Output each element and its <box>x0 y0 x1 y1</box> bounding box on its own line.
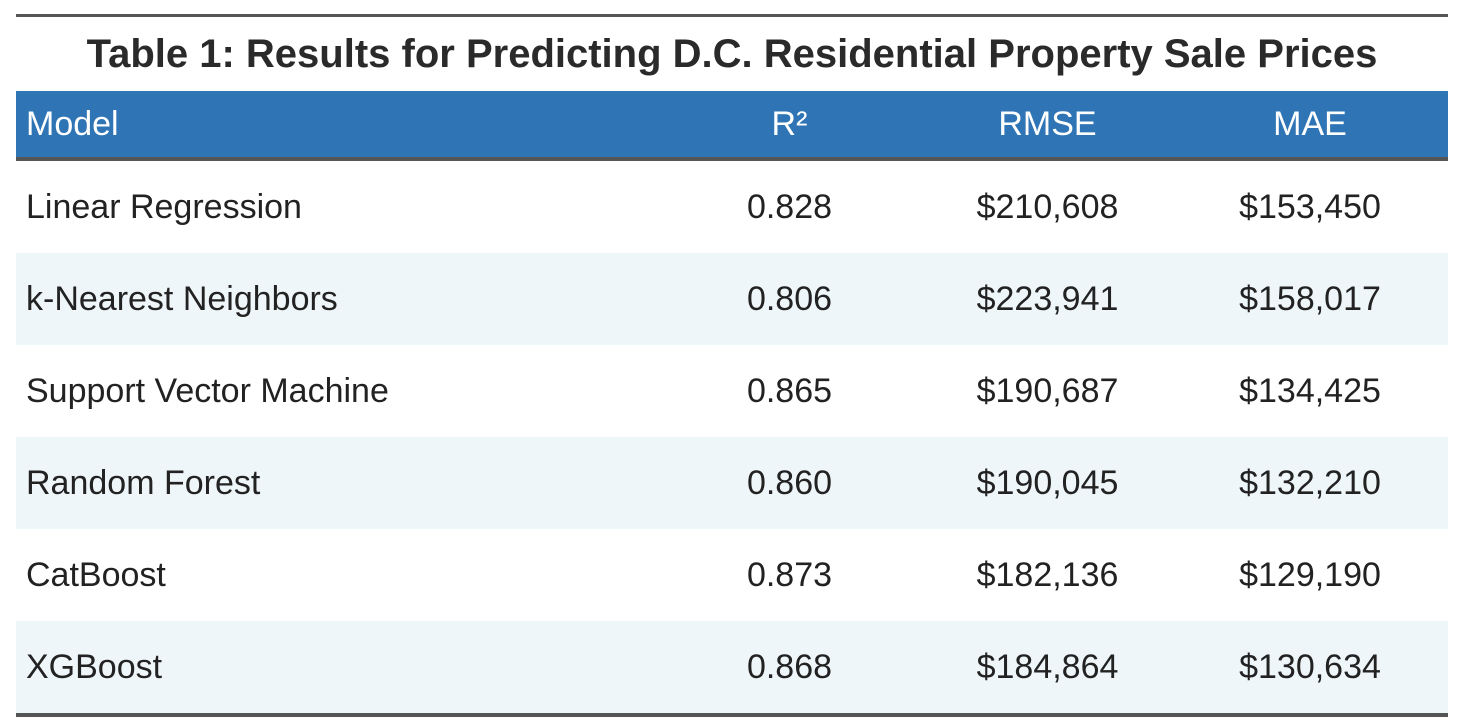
r2-cell: 0.865 <box>746 371 833 410</box>
bottom-rule <box>16 713 1448 717</box>
rmse-cell: $190,045 <box>976 463 1119 502</box>
mae-cell: $153,450 <box>1239 187 1381 226</box>
top-rule <box>16 14 1448 17</box>
header-row: Model R² RMSE MAE <box>16 91 1448 161</box>
rmse-cell: $223,941 <box>976 279 1119 318</box>
results-table: Model R² RMSE MAE Linear Regression 0.82… <box>16 91 1448 713</box>
rmse-cell: $184,864 <box>976 647 1119 686</box>
mae-cell: $130,634 <box>1239 647 1381 686</box>
model-cell: Support Vector Machine <box>26 371 389 410</box>
rmse-cell: $190,687 <box>976 371 1119 410</box>
r2-cell: 0.860 <box>746 463 833 502</box>
column-header-rmse: RMSE <box>923 91 1172 161</box>
mae-cell: $132,210 <box>1239 463 1381 502</box>
column-header-mae: MAE <box>1172 91 1448 161</box>
results-table-container: Table 1: Results for Predicting D.C. Res… <box>16 14 1448 717</box>
model-cell: XGBoost <box>26 647 163 686</box>
r2-cell: 0.873 <box>746 555 833 594</box>
table-row: Support Vector Machine 0.865 $190,687 $1… <box>16 345 1448 437</box>
column-header-model: Model <box>16 91 656 161</box>
table-title: Table 1: Results for Predicting D.C. Res… <box>86 32 1378 76</box>
rmse-cell: $182,136 <box>976 555 1119 594</box>
rmse-cell: $210,608 <box>976 187 1119 226</box>
table-row: k-Nearest Neighbors 0.806 $223,941 $158,… <box>16 253 1448 345</box>
table-row: Random Forest 0.860 $190,045 $132,210 <box>16 437 1448 529</box>
model-cell: Random Forest <box>26 463 261 502</box>
mae-cell: $134,425 <box>1239 371 1381 410</box>
r2-cell: 0.828 <box>746 187 833 226</box>
table-row: XGBoost 0.868 $184,864 $130,634 <box>16 621 1448 713</box>
r2-cell: 0.868 <box>746 647 833 686</box>
mae-cell: $129,190 <box>1239 555 1381 594</box>
model-cell: Linear Regression <box>26 187 302 226</box>
model-cell: k-Nearest Neighbors <box>26 279 338 318</box>
mae-cell: $158,017 <box>1239 279 1381 318</box>
r2-cell: 0.806 <box>746 279 833 318</box>
column-header-r2: R² <box>656 91 923 161</box>
table-row: CatBoost 0.873 $182,136 $129,190 <box>16 529 1448 621</box>
model-cell: CatBoost <box>26 555 166 594</box>
table-row: Linear Regression 0.828 $210,608 $153,45… <box>16 159 1448 253</box>
